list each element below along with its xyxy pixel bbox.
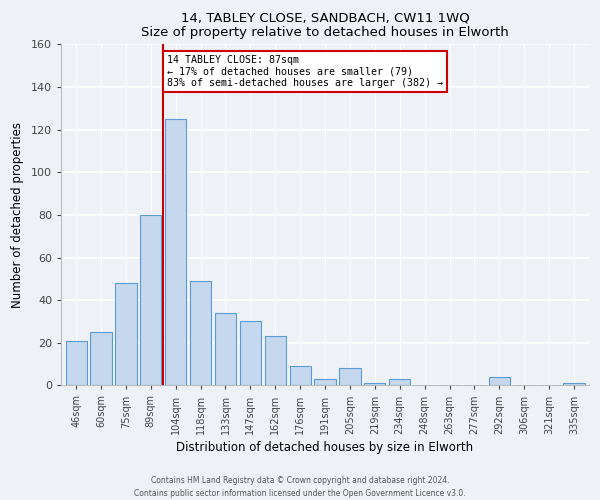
Bar <box>290 366 311 386</box>
Bar <box>563 384 584 386</box>
Bar <box>389 379 410 386</box>
Bar <box>265 336 286 386</box>
Bar <box>364 384 385 386</box>
Bar <box>65 340 87 386</box>
Bar <box>140 215 161 386</box>
Bar <box>240 322 261 386</box>
Bar <box>340 368 361 386</box>
Bar <box>215 313 236 386</box>
Bar <box>489 377 510 386</box>
Bar <box>165 119 186 386</box>
Y-axis label: Number of detached properties: Number of detached properties <box>11 122 24 308</box>
Bar <box>115 283 137 386</box>
Bar <box>91 332 112 386</box>
X-axis label: Distribution of detached houses by size in Elworth: Distribution of detached houses by size … <box>176 441 473 454</box>
Bar <box>314 379 335 386</box>
Text: Contains HM Land Registry data © Crown copyright and database right 2024.
Contai: Contains HM Land Registry data © Crown c… <box>134 476 466 498</box>
Text: 14 TABLEY CLOSE: 87sqm
← 17% of detached houses are smaller (79)
83% of semi-det: 14 TABLEY CLOSE: 87sqm ← 17% of detached… <box>167 55 443 88</box>
Bar <box>190 281 211 386</box>
Title: 14, TABLEY CLOSE, SANDBACH, CW11 1WQ
Size of property relative to detached house: 14, TABLEY CLOSE, SANDBACH, CW11 1WQ Siz… <box>141 11 509 39</box>
